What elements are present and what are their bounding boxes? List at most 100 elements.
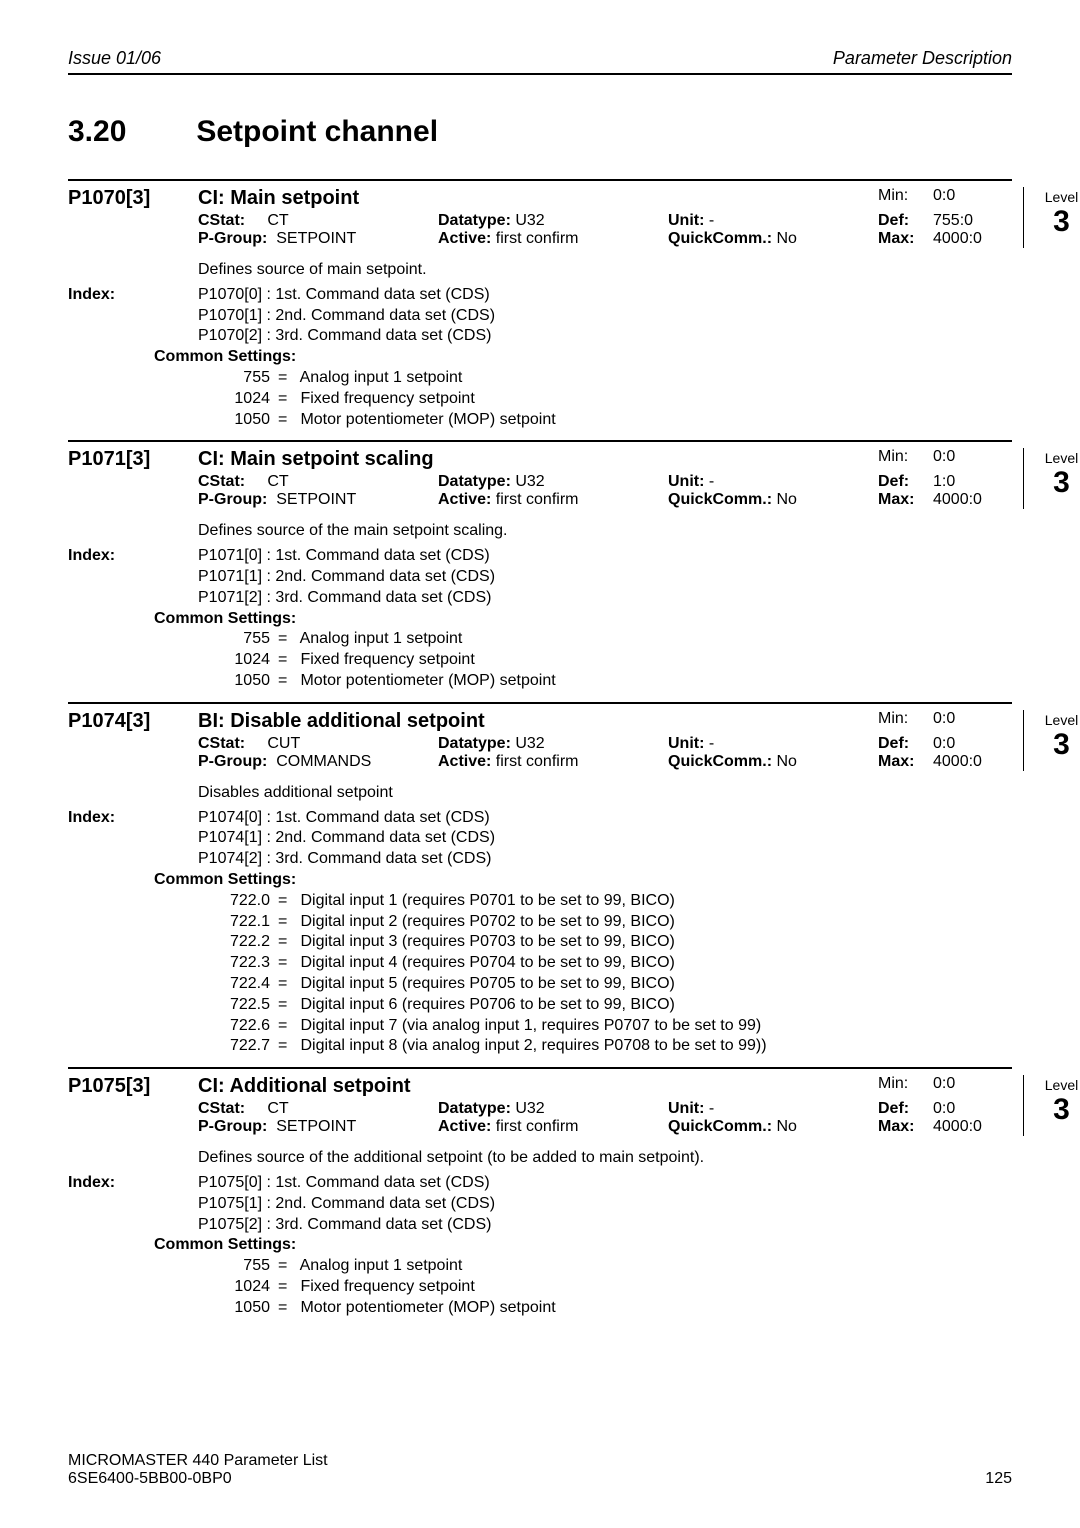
header-rule	[68, 73, 1012, 75]
settings-item: 1024= Fixed frequency setpoint	[198, 1277, 1012, 1298]
quickcomm-cell: QuickComm.: No	[668, 1118, 878, 1136]
index-label: Index:	[68, 546, 198, 567]
settings-list: 755= Analog input 1 setpoint1024= Fixed …	[68, 629, 1012, 691]
def-value: 1:0	[933, 473, 1023, 491]
settings-item: 755= Analog input 1 setpoint	[198, 629, 1012, 650]
index-row: Index:P1075[0] : 1st. Command data set (…	[68, 1173, 1012, 1235]
max-value: 4000:0	[933, 230, 1023, 248]
parameter-title-row: CI: Additional setpointMin:0:0	[198, 1075, 1023, 1098]
parameter-meta: BI: Disable additional setpointMin:0:0CS…	[198, 710, 1023, 771]
common-settings-label: Common Settings:	[68, 347, 1012, 368]
parameter-meta: CI: Main setpointMin:0:0CStat: CTDatatyp…	[198, 187, 1023, 248]
settings-item: 722.0= Digital input 1 (requires P0701 t…	[198, 891, 1012, 912]
pgroup-cell: P-Group: COMMANDS	[198, 753, 438, 771]
min-label: Min:	[878, 1075, 933, 1098]
level-box: Level3	[1023, 187, 1080, 248]
datatype-cell: Datatype: U32	[438, 212, 668, 230]
pgroup-cell: P-Group: SETPOINT	[198, 1118, 438, 1136]
min-value: 0:0	[933, 448, 1023, 471]
parameter-title-row: CI: Main setpoint scalingMin:0:0	[198, 448, 1023, 471]
settings-item: 755= Analog input 1 setpoint	[198, 1256, 1012, 1277]
page: Issue 01/06 Parameter Description 3.20 S…	[0, 0, 1080, 1358]
parameter-id: P1074[3]	[68, 710, 198, 733]
unit-cell: Unit: -	[668, 473, 878, 491]
cstat-cell: CStat: CT	[198, 473, 438, 491]
max-value: 4000:0	[933, 753, 1023, 771]
settings-list: 722.0= Digital input 1 (requires P0701 t…	[68, 891, 1012, 1057]
parameter-title: CI: Main setpoint scaling	[198, 448, 878, 471]
parameter-body: Defines source of the additional setpoin…	[68, 1148, 1012, 1318]
parameter-description: Defines source of the additional setpoin…	[68, 1148, 1012, 1169]
parameter-header-row: P1075[3]CI: Additional setpointMin:0:0CS…	[68, 1075, 1012, 1136]
parameter-meta: CI: Main setpoint scalingMin:0:0 CStat: C…	[198, 448, 1023, 509]
page-header: Issue 01/06 Parameter Description	[68, 48, 1012, 69]
page-footer: MICROMASTER 440 Parameter List 6SE6400-5…	[68, 1452, 1012, 1488]
index-row: Index:P1071[0] : 1st. Command data set (…	[68, 546, 1012, 608]
level-label: Level	[1024, 450, 1080, 466]
parameter-body: Defines source of main setpoint. Index:P1…	[68, 260, 1012, 430]
parameter-block: P1075[3]CI: Additional setpointMin:0:0CS…	[68, 1067, 1012, 1318]
parameter-header-row: P1071[3]CI: Main setpoint scalingMin:0:0…	[68, 448, 1012, 509]
section-number: 3.20	[68, 115, 188, 149]
level-box: Level3	[1023, 448, 1080, 509]
level-box: Level3	[1023, 1075, 1080, 1136]
index-item: P1070[2] : 3rd. Command data set (CDS)	[198, 326, 495, 347]
section-heading: 3.20 Setpoint channel	[68, 115, 1012, 149]
parameter-title: BI: Disable additional setpoint	[198, 710, 878, 733]
def-label: Def:	[878, 473, 933, 491]
parameter-description: Defines source of main setpoint.	[68, 260, 1012, 281]
max-label: Max:	[878, 230, 933, 248]
parameter-block: P1074[3]BI: Disable additional setpointM…	[68, 702, 1012, 1057]
index-item: P1070[0] : 1st. Command data set (CDS)	[198, 285, 495, 306]
index-label: Index:	[68, 285, 198, 306]
index-list: P1070[0] : 1st. Command data set (CDS)P1…	[198, 285, 495, 347]
max-value: 4000:0	[933, 1118, 1023, 1136]
index-row: Index:P1074[0] : 1st. Command data set (…	[68, 808, 1012, 870]
index-item: P1074[1] : 2nd. Command data set (CDS)	[198, 828, 495, 849]
settings-item: 755= Analog input 1 setpoint	[198, 368, 1012, 389]
def-value: 0:0	[933, 735, 1023, 753]
def-value: 0:0	[933, 1100, 1023, 1118]
settings-item: 1024= Fixed frequency setpoint	[198, 650, 1012, 671]
cstat-cell: CStat: CUT	[198, 735, 438, 753]
parameter-meta-grid: CStat: CTDatatype: U32Unit: -Def:755:0P-…	[198, 212, 1023, 248]
settings-item: 722.4= Digital input 5 (requires P0705 t…	[198, 974, 1012, 995]
index-list: P1074[0] : 1st. Command data set (CDS)P1…	[198, 808, 495, 870]
settings-item: 722.5= Digital input 6 (requires P0706 t…	[198, 995, 1012, 1016]
settings-item: 722.3= Digital input 4 (requires P0704 t…	[198, 953, 1012, 974]
index-item: P1074[0] : 1st. Command data set (CDS)	[198, 808, 495, 829]
unit-cell: Unit: -	[668, 1100, 878, 1118]
quickcomm-cell: QuickComm.: No	[668, 753, 878, 771]
index-row: Index:P1070[0] : 1st. Command data set (…	[68, 285, 1012, 347]
parameter-title: CI: Main setpoint	[198, 187, 878, 210]
datatype-cell: Datatype: U32	[438, 473, 668, 491]
common-settings-label: Common Settings:	[68, 870, 1012, 891]
max-label: Max:	[878, 1118, 933, 1136]
max-label: Max:	[878, 491, 933, 509]
settings-item: 722.1= Digital input 2 (requires P0702 t…	[198, 912, 1012, 933]
index-item: P1070[1] : 2nd. Command data set (CDS)	[198, 306, 495, 327]
parameters-list: P1070[3]CI: Main setpointMin:0:0CStat: C…	[68, 179, 1012, 1318]
level-label: Level	[1024, 189, 1080, 205]
level-box: Level3	[1023, 710, 1080, 771]
settings-item: 722.7= Digital input 8 (via analog input…	[198, 1036, 1012, 1057]
min-value: 0:0	[933, 1075, 1023, 1098]
index-list: P1071[0] : 1st. Command data set (CDS)P1…	[198, 546, 495, 608]
parameter-id: P1075[3]	[68, 1075, 198, 1098]
footer-page-number: 125	[985, 1470, 1012, 1488]
settings-item: 1050= Motor potentiometer (MOP) setpoint	[198, 671, 1012, 692]
index-item: P1075[2] : 3rd. Command data set (CDS)	[198, 1215, 495, 1236]
parameter-header-row: P1074[3]BI: Disable additional setpointM…	[68, 710, 1012, 771]
def-value: 755:0	[933, 212, 1023, 230]
parameter-block: P1071[3]CI: Main setpoint scalingMin:0:0…	[68, 440, 1012, 691]
parameter-body: Disables additional setpointIndex:P1074[…	[68, 783, 1012, 1057]
level-value: 3	[1024, 728, 1080, 761]
index-item: P1074[2] : 3rd. Command data set (CDS)	[198, 849, 495, 870]
level-value: 3	[1024, 466, 1080, 499]
active-cell: Active: first confirm	[438, 1118, 668, 1136]
min-label: Min:	[878, 187, 933, 210]
def-label: Def:	[878, 735, 933, 753]
settings-list: 755= Analog input 1 setpoint1024= Fixed …	[68, 1256, 1012, 1318]
settings-item: 1050= Motor potentiometer (MOP) setpoint	[198, 410, 1012, 431]
parameter-meta-grid: CStat: CUTDatatype: U32Unit: -Def:0:0P-G…	[198, 735, 1023, 771]
